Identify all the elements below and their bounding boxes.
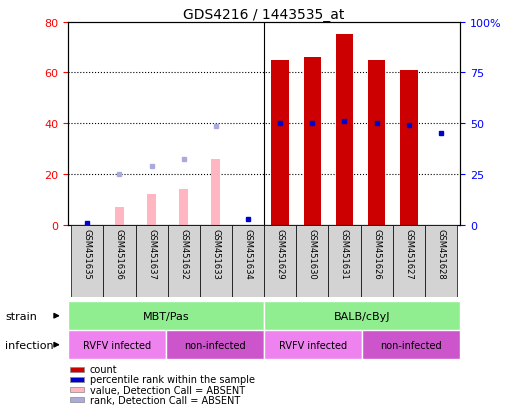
Bar xyxy=(70,367,84,372)
Bar xyxy=(264,301,460,330)
Bar xyxy=(360,225,393,297)
Text: GSM451626: GSM451626 xyxy=(372,229,381,279)
Text: RVFV infected: RVFV infected xyxy=(279,340,347,350)
Bar xyxy=(135,225,168,297)
Text: GSM451628: GSM451628 xyxy=(437,229,446,279)
Text: value, Detection Call = ABSENT: value, Detection Call = ABSENT xyxy=(89,385,245,394)
Bar xyxy=(104,225,135,297)
Bar xyxy=(70,387,84,392)
Bar xyxy=(271,61,289,225)
Bar xyxy=(147,195,156,225)
Text: non-infected: non-infected xyxy=(380,340,442,350)
Bar xyxy=(336,36,354,225)
Bar xyxy=(68,330,166,359)
Text: GSM451627: GSM451627 xyxy=(404,229,413,279)
Bar xyxy=(368,61,385,225)
Bar xyxy=(68,301,264,330)
Text: GSM451636: GSM451636 xyxy=(115,229,124,280)
Text: rank, Detection Call = ABSENT: rank, Detection Call = ABSENT xyxy=(89,395,240,405)
Text: non-infected: non-infected xyxy=(184,340,246,350)
Text: percentile rank within the sample: percentile rank within the sample xyxy=(89,374,255,385)
Bar xyxy=(211,159,220,225)
Bar xyxy=(70,397,84,402)
Bar xyxy=(264,225,296,297)
Text: GSM451633: GSM451633 xyxy=(211,229,220,280)
Bar xyxy=(425,225,457,297)
Bar xyxy=(166,330,264,359)
Text: MBT/Pas: MBT/Pas xyxy=(143,311,189,321)
Bar xyxy=(362,330,460,359)
Text: GSM451629: GSM451629 xyxy=(276,229,285,279)
Text: GSM451637: GSM451637 xyxy=(147,229,156,280)
Text: count: count xyxy=(89,364,117,374)
Bar xyxy=(264,330,362,359)
Bar xyxy=(296,225,328,297)
Bar xyxy=(393,225,425,297)
Text: BALB/cByJ: BALB/cByJ xyxy=(334,311,391,321)
Text: GSM451631: GSM451631 xyxy=(340,229,349,279)
Text: GSM451632: GSM451632 xyxy=(179,229,188,279)
Bar xyxy=(232,225,264,297)
Title: GDS4216 / 1443535_at: GDS4216 / 1443535_at xyxy=(184,8,345,22)
Bar xyxy=(168,225,200,297)
Text: GSM451634: GSM451634 xyxy=(244,229,253,279)
Bar xyxy=(200,225,232,297)
Bar xyxy=(115,207,124,225)
Bar xyxy=(179,190,188,225)
Bar xyxy=(70,377,84,382)
Text: RVFV infected: RVFV infected xyxy=(83,340,151,350)
Bar xyxy=(400,71,418,225)
Text: GSM451630: GSM451630 xyxy=(308,229,317,279)
Bar xyxy=(303,58,321,225)
Text: strain: strain xyxy=(5,311,37,321)
Bar xyxy=(328,225,360,297)
Bar xyxy=(71,225,104,297)
Text: infection: infection xyxy=(5,340,54,350)
Text: GSM451635: GSM451635 xyxy=(83,229,92,279)
